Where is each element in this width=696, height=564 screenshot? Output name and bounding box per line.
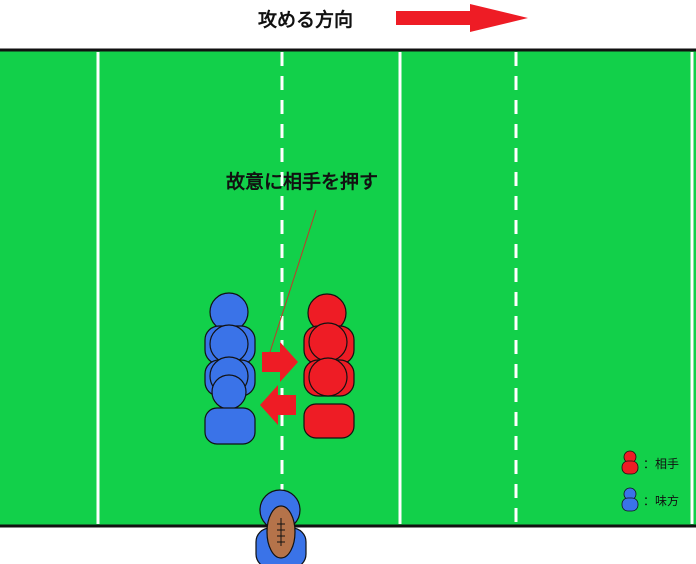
legend-teammate-label: ：味方 xyxy=(643,493,679,508)
teammate-pack xyxy=(204,292,256,445)
opponent-pack xyxy=(303,293,355,439)
teammate-player-body xyxy=(204,407,256,445)
ball-carrier xyxy=(255,489,307,564)
annotation-label: 故意に相手を押す xyxy=(226,170,378,193)
push-arrow-left-icon xyxy=(260,385,296,425)
opponent-player xyxy=(308,357,348,397)
rugby-ball-icon xyxy=(266,505,296,559)
annotation-pointer xyxy=(269,209,317,353)
push-arrow-right-icon xyxy=(262,342,298,382)
opponent-player-body xyxy=(303,403,355,439)
direction-label: 攻める方向 xyxy=(258,8,353,31)
legend-opponent-label: ：相手 xyxy=(643,457,679,471)
direction-arrow-icon xyxy=(396,4,528,32)
teammate-player xyxy=(211,374,247,410)
field xyxy=(0,50,696,526)
legend-teammate-icon xyxy=(621,487,639,512)
legend-opponent-icon xyxy=(621,450,639,475)
legend: ：相手 ：味方 xyxy=(621,450,679,512)
opponent-player xyxy=(308,322,348,362)
